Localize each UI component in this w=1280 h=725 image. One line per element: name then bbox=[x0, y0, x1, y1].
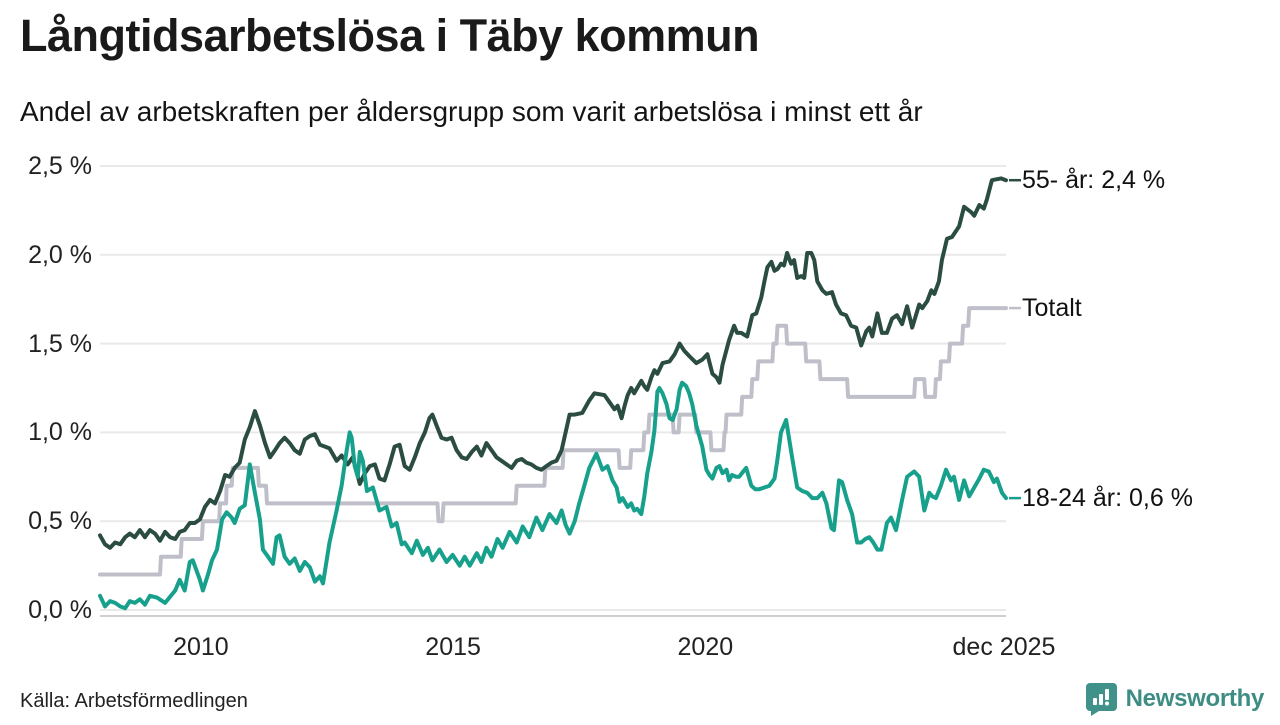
y-tick-label: 2,0 % bbox=[28, 240, 92, 269]
chart-subtitle: Andel av arbetskraften per åldersgrupp s… bbox=[20, 96, 923, 127]
series-line-totalt bbox=[98, 306, 1008, 577]
y-tick-label: 1,0 % bbox=[28, 418, 92, 447]
x-tick-label: 2010 bbox=[173, 633, 229, 661]
series-line-55-ar bbox=[98, 176, 1008, 550]
newsworthy-logo: Newsworthy bbox=[1085, 682, 1264, 716]
x-tick-label: dec 2025 bbox=[952, 633, 1056, 661]
y-tick-label: 0,5 % bbox=[28, 507, 92, 536]
newsworthy-logo-text: Newsworthy bbox=[1125, 685, 1265, 712]
series-end-label-totalt: Totalt bbox=[1022, 294, 1082, 323]
y-tick-label: 2,5 % bbox=[28, 152, 92, 180]
x-tick-label: 2020 bbox=[677, 633, 734, 661]
y-tick-label: 1,5 % bbox=[28, 329, 92, 358]
x-tick-label: 2015 bbox=[425, 633, 481, 661]
series-end-label-55-ar: 55- år: 2,4 % bbox=[1022, 166, 1166, 195]
series-line-18-24-ar bbox=[98, 380, 1008, 611]
source-note: Källa: Arbetsförmedlingen bbox=[20, 690, 248, 712]
series-end-label-18-24-ar: 18-24 år: 0,6 % bbox=[1022, 484, 1193, 513]
newsworthy-bubble-chart-icon bbox=[1085, 682, 1118, 716]
y-tick-label: 0,0 % bbox=[28, 596, 92, 624]
page-title: Långtidsarbetslösa i Täby kommun bbox=[20, 10, 760, 61]
